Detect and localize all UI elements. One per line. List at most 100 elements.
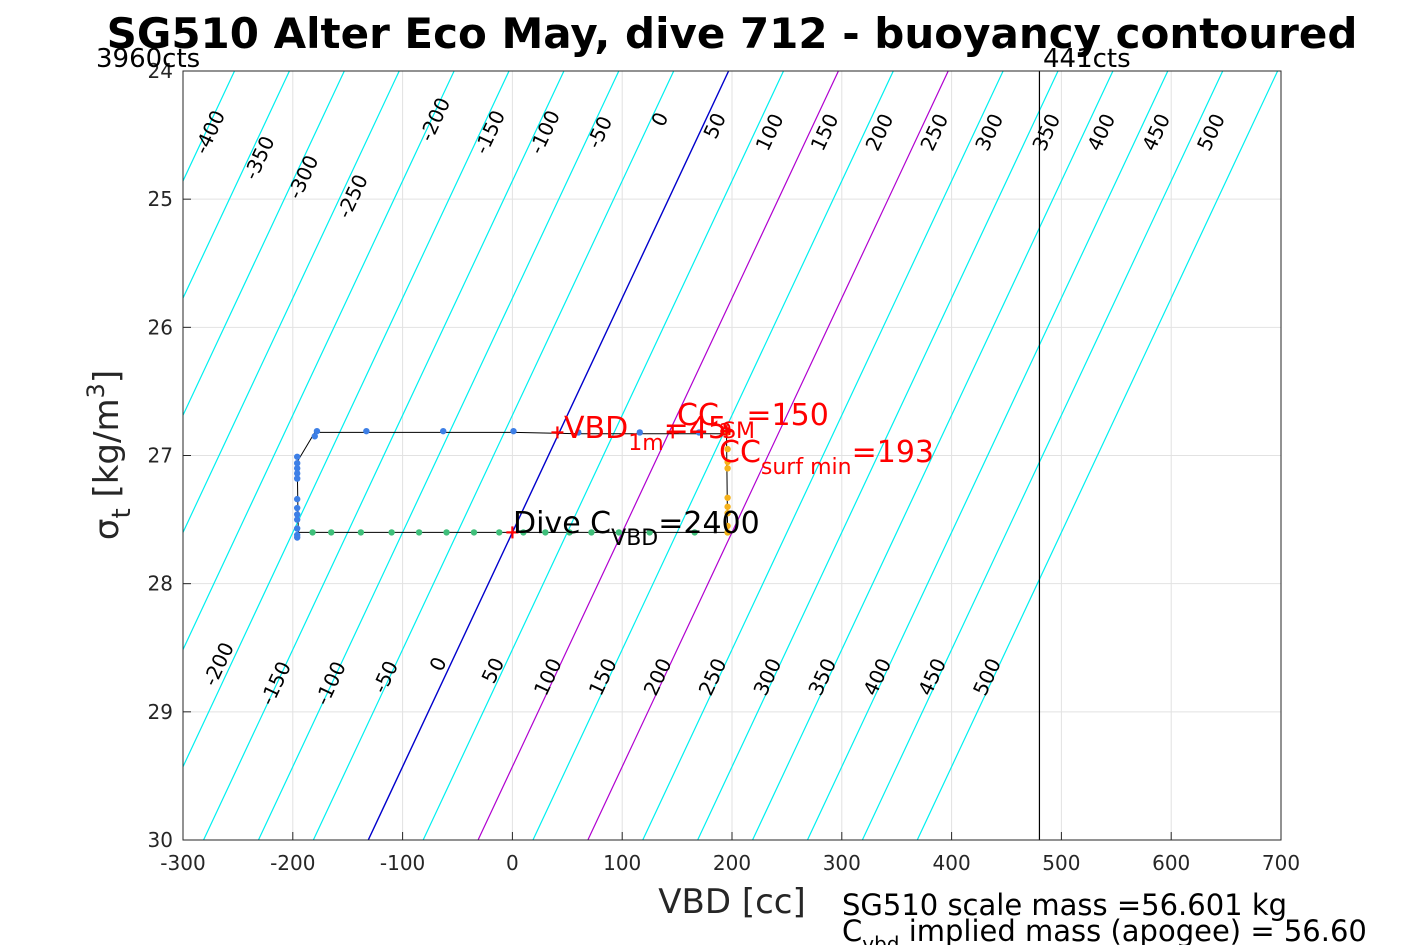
y-tick-label: 26 bbox=[148, 315, 173, 339]
y-tick-label: 24 bbox=[148, 59, 173, 83]
surface-point bbox=[724, 509, 731, 517]
y-tick-label: 25 bbox=[148, 187, 173, 211]
climb-point bbox=[542, 529, 549, 536]
counts-right-label: 441cts bbox=[1043, 44, 1131, 74]
x-tick-label: 700 bbox=[1262, 851, 1300, 875]
y-axis-label-sub: t bbox=[107, 508, 137, 518]
climb-point bbox=[357, 529, 365, 536]
y-axis-label-unit-sup: 3 bbox=[82, 383, 110, 398]
dive-point bbox=[313, 427, 321, 435]
markers bbox=[506, 425, 733, 539]
cc-a-annotation: CCa =150 bbox=[677, 398, 829, 441]
data-points bbox=[293, 427, 731, 541]
buoyancy-contour bbox=[587, 71, 949, 840]
buoyancy-contour bbox=[422, 71, 785, 840]
buoyancy-contour bbox=[183, 71, 290, 300]
contours bbox=[183, 71, 1279, 840]
y-tick-label: 29 bbox=[148, 700, 173, 724]
buoyancy-contour bbox=[806, 71, 1169, 840]
vbd-1m-annotation: VBD1m=45 bbox=[564, 411, 727, 456]
surface-point bbox=[724, 503, 731, 510]
x-tick-label: 100 bbox=[603, 851, 641, 875]
buoyancy-contour bbox=[183, 71, 455, 651]
y-axis-label: σt [kg/m3] bbox=[82, 370, 137, 540]
y-axis-label-unit-pre: [kg/m bbox=[87, 398, 127, 508]
y-ticks: 24 25 26 27 28 29 30 bbox=[148, 59, 191, 852]
dive-point bbox=[311, 433, 318, 440]
x-tick-label: 600 bbox=[1152, 851, 1190, 875]
svg-text:σt [kg/m3]: σt [kg/m3] bbox=[82, 370, 137, 540]
dive-point bbox=[293, 465, 301, 472]
x-tick-label: 400 bbox=[933, 851, 971, 875]
climb-point bbox=[309, 529, 316, 536]
x-tick-label: 200 bbox=[713, 851, 751, 875]
scale-mass-text: SG510 scale mass =56.601 kg bbox=[842, 888, 1287, 922]
dive-point bbox=[293, 470, 301, 477]
y-axis-label-main: σ bbox=[87, 519, 127, 541]
buoyancy-contour bbox=[203, 71, 565, 840]
cc-surf-min-annotation: CCsurf min=193 bbox=[719, 435, 934, 480]
climb-point bbox=[328, 529, 335, 536]
surface-point bbox=[724, 494, 731, 501]
dive-point bbox=[293, 525, 301, 532]
buoyancy-contour bbox=[183, 71, 345, 417]
dive-point bbox=[293, 453, 301, 460]
dive-point bbox=[293, 475, 301, 482]
buoyancy-contour bbox=[916, 71, 1279, 840]
climb-point bbox=[415, 529, 423, 536]
x-tick-label: 300 bbox=[823, 851, 861, 875]
climb-point bbox=[588, 529, 595, 536]
climb-point bbox=[496, 529, 503, 536]
surface-point bbox=[724, 445, 731, 453]
climb-point bbox=[615, 529, 623, 536]
dive-point bbox=[293, 534, 301, 541]
climb-point bbox=[443, 529, 450, 536]
x-ticks: -300 -200 -100 0 100 200 300 400 500 600 700 bbox=[160, 832, 1300, 875]
dive-point bbox=[636, 429, 643, 436]
y-tick-label: 27 bbox=[148, 444, 173, 468]
dive-point bbox=[695, 429, 703, 436]
dive-point bbox=[293, 511, 301, 518]
buoyancy-contour bbox=[532, 71, 894, 840]
y-tick-label: 30 bbox=[148, 828, 173, 852]
surface-point bbox=[724, 522, 731, 530]
buoyancy-contour bbox=[642, 71, 1004, 840]
dive-point bbox=[510, 427, 517, 435]
surface-point bbox=[724, 465, 731, 472]
climb-point bbox=[566, 529, 573, 536]
x-tick-label: 500 bbox=[1042, 851, 1080, 875]
dive-cvbd-annotation: Dive CVBD=2400 bbox=[513, 506, 760, 551]
x-tick-label: 0 bbox=[506, 851, 519, 875]
buoyancy-contour bbox=[183, 71, 400, 534]
counts-left-label: 3960cts bbox=[96, 44, 200, 74]
buoyancy-contour bbox=[752, 71, 1114, 840]
surface-point bbox=[724, 529, 731, 536]
dive-point bbox=[575, 429, 582, 436]
buoyancy-contour bbox=[477, 71, 839, 840]
chart-title: SG510 Alter Eco May, dive 712 - buoyancy… bbox=[107, 9, 1358, 58]
x-tick-label: -200 bbox=[270, 851, 315, 875]
buoyancy-contour bbox=[257, 71, 620, 840]
x-tick-label: -300 bbox=[160, 851, 205, 875]
buoyancy-contour bbox=[367, 71, 730, 840]
cc-sm-annotation: SM bbox=[722, 419, 755, 444]
dive-point bbox=[293, 459, 301, 467]
buoyancy-contour bbox=[312, 71, 675, 840]
x-tick-label: -100 bbox=[380, 851, 425, 875]
dive-point bbox=[293, 495, 301, 503]
dive-point bbox=[293, 516, 301, 523]
climb-point bbox=[646, 529, 653, 536]
y-tick-label: 28 bbox=[148, 572, 173, 596]
climb-point bbox=[388, 529, 395, 536]
climb-point bbox=[691, 529, 698, 536]
climb-point bbox=[470, 529, 478, 536]
surface-point bbox=[724, 458, 731, 466]
buoyancy-contour bbox=[697, 71, 1059, 840]
dive-point bbox=[293, 504, 301, 512]
buoyancy-contour bbox=[861, 71, 1224, 840]
dive-point bbox=[440, 427, 447, 435]
x-axis-label: VBD [cc] bbox=[658, 882, 806, 922]
dive-point bbox=[363, 427, 370, 435]
y-axis-label-unit-post: ] bbox=[87, 370, 127, 383]
